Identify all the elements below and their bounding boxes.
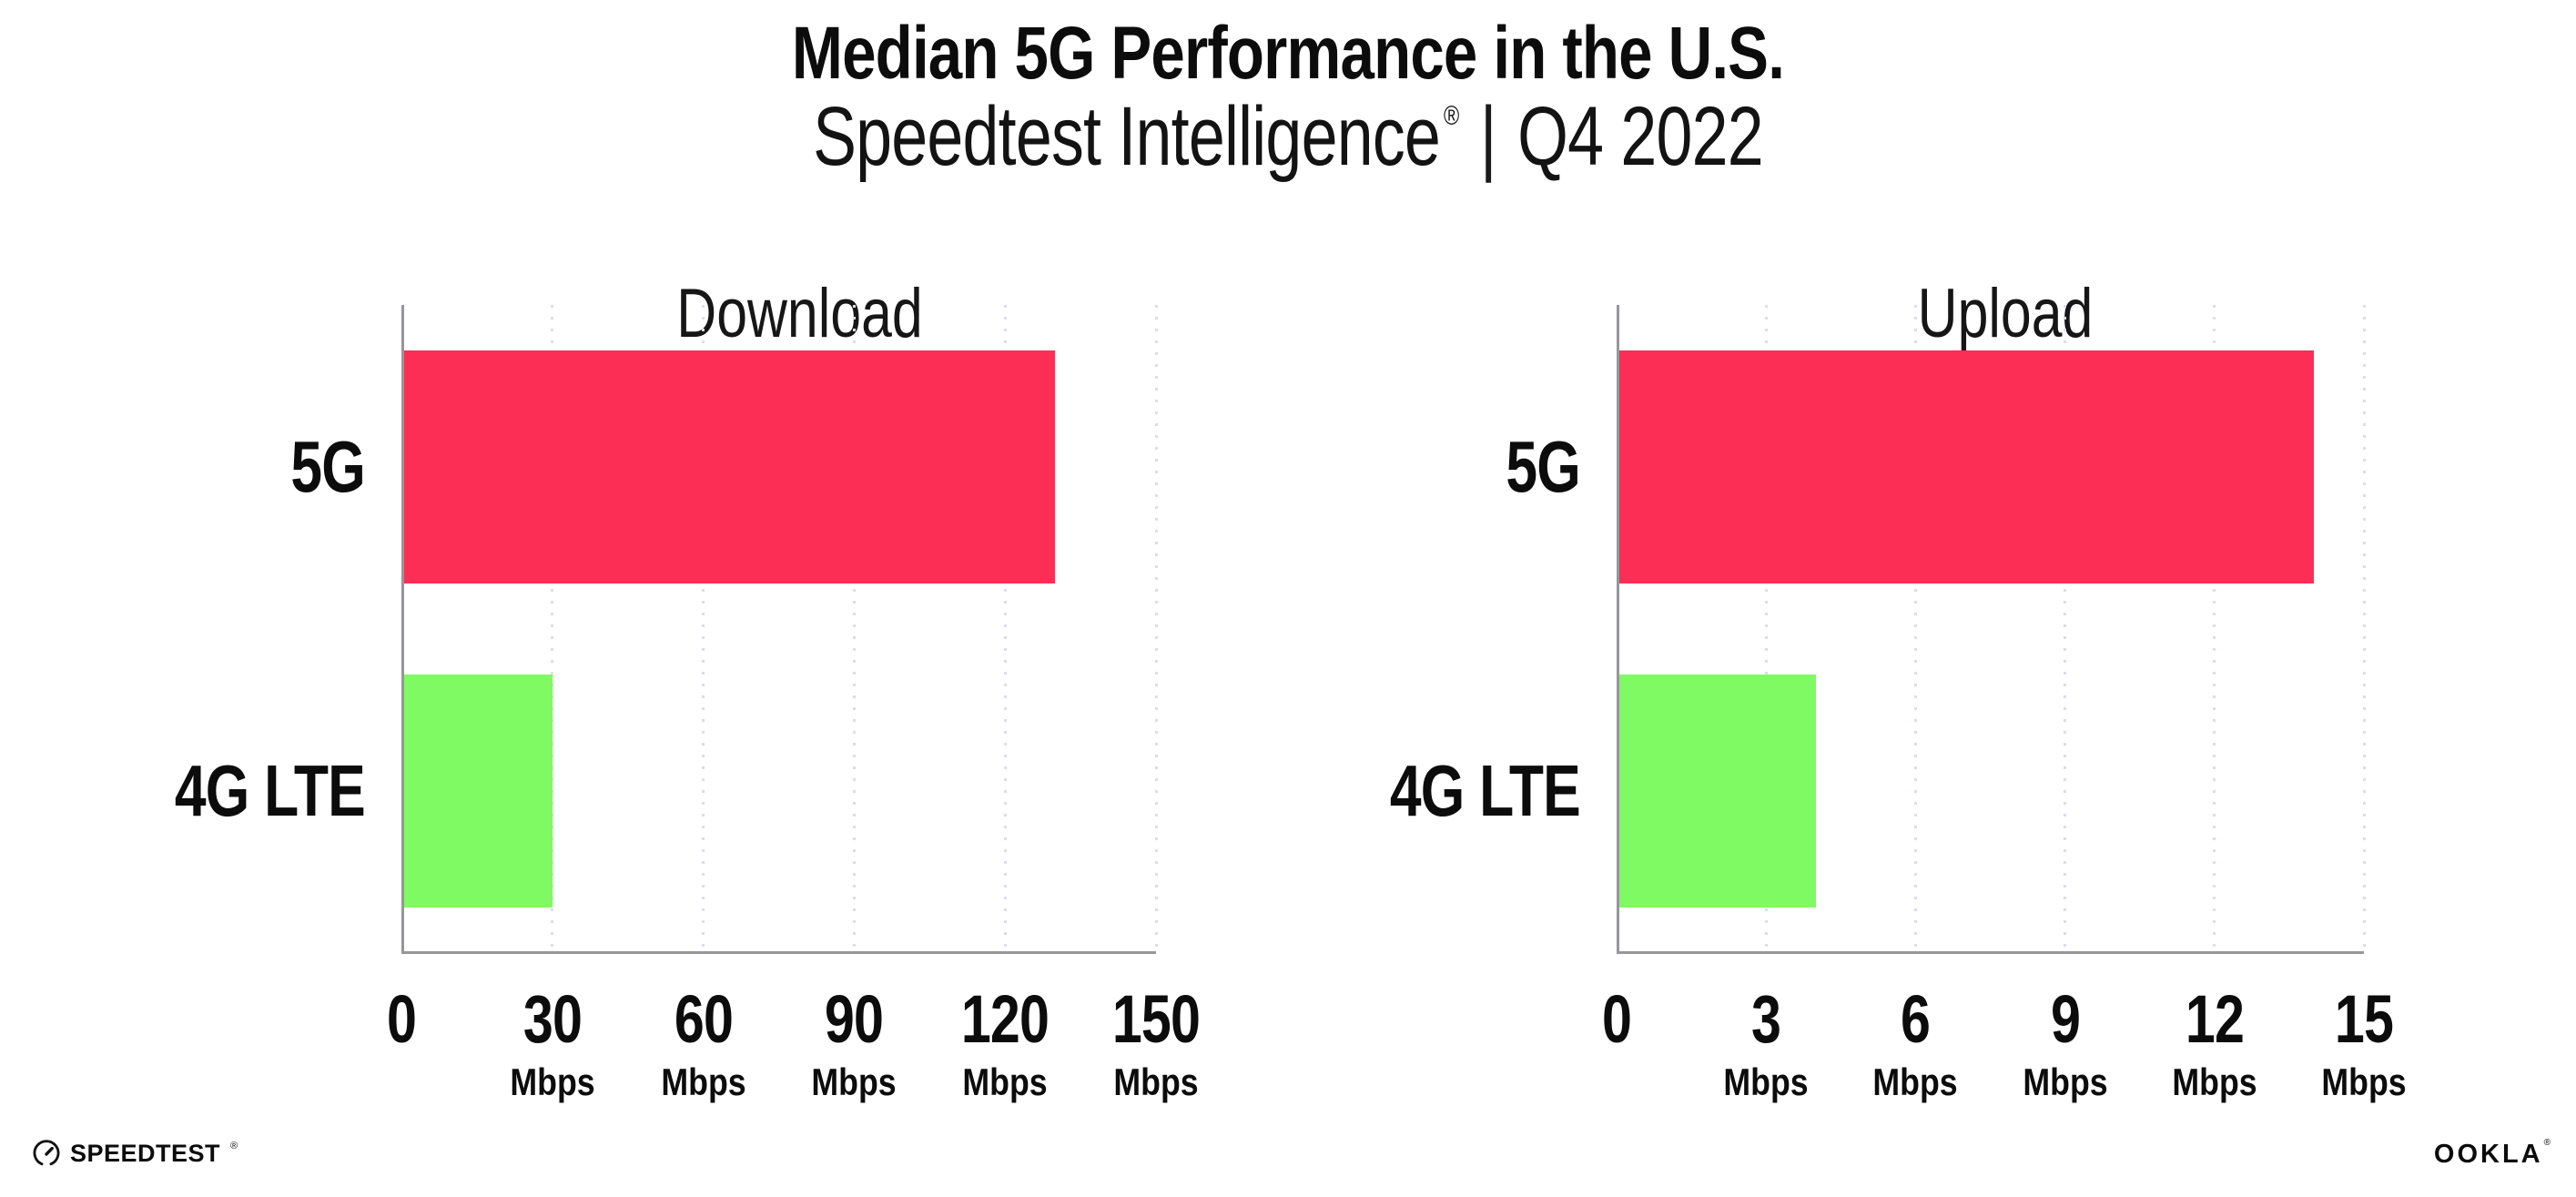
- page-title: Median 5G Performance in the U.S.: [791, 12, 1785, 95]
- gridline: [852, 305, 856, 953]
- x-tick-unit-label: Mbps: [510, 1060, 595, 1103]
- gridline: [1764, 305, 1768, 953]
- speedtest-logo: SPEEDTEST ®: [31, 1134, 238, 1172]
- x-axis-line: [1617, 951, 2364, 954]
- x-tick-unit-label: Mbps: [811, 1060, 897, 1103]
- x-tick-label: 0: [386, 981, 417, 1057]
- category-label-4g-lte: 4G LTE: [1389, 750, 1581, 831]
- ookla-logo: OOKLA ®: [2433, 1138, 2551, 1172]
- speedtest-registered-mark: ®: [230, 1141, 238, 1151]
- x-tick-label: 30: [522, 981, 583, 1057]
- x-tick-unit-label: Mbps: [1113, 1060, 1199, 1103]
- x-tick-label: 120: [961, 981, 1050, 1057]
- x-axis-line: [401, 951, 1156, 954]
- gridline: [2213, 305, 2216, 953]
- x-tick-label: 12: [2185, 981, 2245, 1057]
- x-tick-unit-label: Mbps: [2321, 1060, 2407, 1103]
- gridline: [1913, 305, 1917, 953]
- x-tick-unit-label: Mbps: [962, 1060, 1048, 1103]
- ookla-logo-text: OOKLA: [2433, 1140, 2543, 1169]
- x-tick-label: 9: [2050, 981, 2081, 1057]
- x-tick-unit-label: Mbps: [660, 1060, 746, 1103]
- x-tick-unit-label: Mbps: [1723, 1060, 1809, 1103]
- x-tick-label: 90: [825, 981, 884, 1057]
- speedtest-gauge-icon: [33, 1140, 60, 1166]
- x-tick-unit-label: Mbps: [2172, 1060, 2257, 1103]
- category-label-5g: 5G: [1506, 426, 1580, 507]
- x-tick-label: 60: [674, 981, 733, 1057]
- category-label-5g: 5G: [290, 426, 365, 507]
- y-axis-spine: [401, 305, 404, 953]
- bar-5g: [1617, 350, 2315, 583]
- x-tick-label: 15: [2334, 981, 2394, 1057]
- bar-4g-lte: [1617, 675, 1816, 908]
- plot-area: 0 3 Mbps 6 Mbps 9 Mbps 12 Mbps 15 Mbps 5G 4G LTE: [1390, 305, 2407, 1103]
- gridline: [1154, 305, 1158, 953]
- gridline: [1003, 305, 1007, 953]
- x-tick-unit-label: Mbps: [2022, 1060, 2108, 1103]
- ookla-registered-mark: ®: [2543, 1138, 2551, 1148]
- gridline: [702, 305, 705, 953]
- plot-area: 0 30 Mbps 60 Mbps 90 Mbps 120 Mbps 150 Mbps 5G 4G LT…: [175, 305, 1201, 1103]
- gridline: [2064, 305, 2067, 953]
- subtitle-period: Q4 2022: [1517, 90, 1764, 183]
- y-axis-spine: [1617, 305, 1619, 953]
- subtitle-separator: |: [1479, 90, 1497, 183]
- bar-5g: [401, 350, 1056, 583]
- bar-4g-lte: [401, 675, 553, 908]
- gridline: [551, 305, 554, 953]
- subtitle-brand: Speedtest Intelligence: [813, 90, 1441, 183]
- page-subtitle: Speedtest Intelligence ® | Q4 2022: [283, 89, 2292, 185]
- registered-trademark-icon: ®: [1443, 101, 1459, 131]
- category-label-4g-lte: 4G LTE: [174, 750, 366, 831]
- x-tick-label: 6: [1901, 981, 1931, 1057]
- x-tick-label: 3: [1751, 981, 1781, 1057]
- chart-title: Download: [676, 275, 923, 353]
- x-tick-label: 0: [1601, 981, 1632, 1057]
- speedtest-logo-text: SPEEDTEST: [70, 1139, 221, 1167]
- x-tick-unit-label: Mbps: [1872, 1060, 1958, 1103]
- x-tick-label: 150: [1111, 981, 1201, 1057]
- gridline: [2362, 305, 2366, 953]
